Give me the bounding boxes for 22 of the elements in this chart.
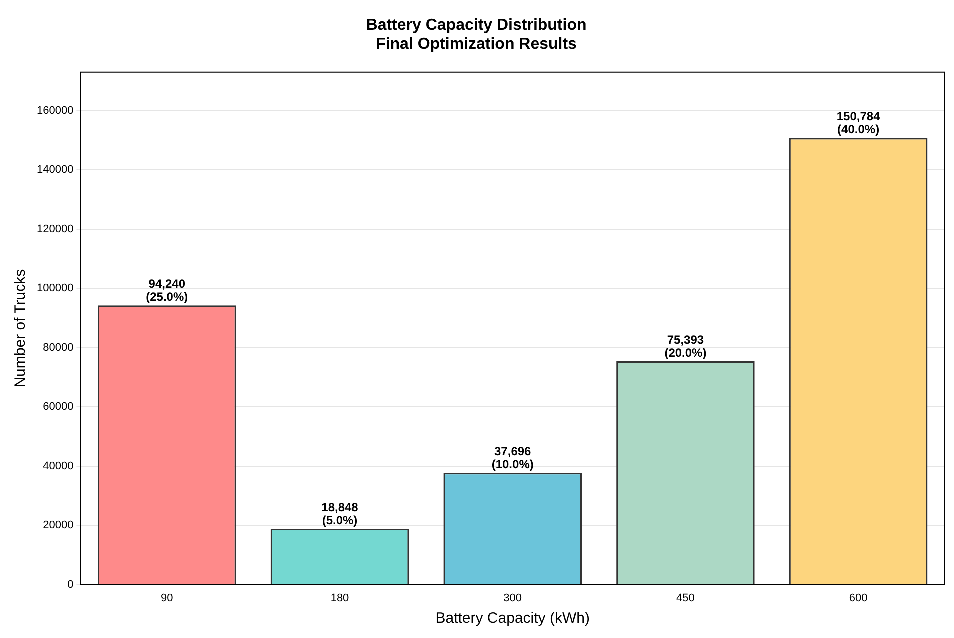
y-tick-label: 60000 [43,401,74,414]
y-tick-label: 80000 [43,342,74,354]
y-tick-label: 160000 [36,104,74,117]
x-tick-label: 180 [330,592,350,604]
x-tick-label: 90 [161,592,174,604]
x-tick-label: 450 [676,592,695,604]
data-label: 75,393 (20.0%) [664,332,707,360]
y-tick-label: 100000 [36,282,74,295]
data-label: 150,784 (40.0%) [836,110,881,137]
y-tick-label: 20000 [43,520,74,532]
y-tick-label: 120000 [36,223,74,236]
y-tick-label: 0 [68,578,74,591]
x-axis-title: Battery Capacity (kWh) [436,610,590,628]
x-tick-label: 600 [849,592,868,604]
y-tick-label: 140000 [36,164,74,176]
chart-title: Battery Capacity Distribution Final Optimization Results [366,17,587,54]
x-tick-label: 300 [504,592,522,604]
y-tick-label: 40000 [43,460,74,472]
y-axis-title: Number of Trucks [12,269,30,388]
data-label: 37,696 (10.0%) [492,444,534,472]
data-label: 94,240 (25.0%) [146,276,188,304]
data-label: 18,848 (5.0%) [322,500,359,528]
